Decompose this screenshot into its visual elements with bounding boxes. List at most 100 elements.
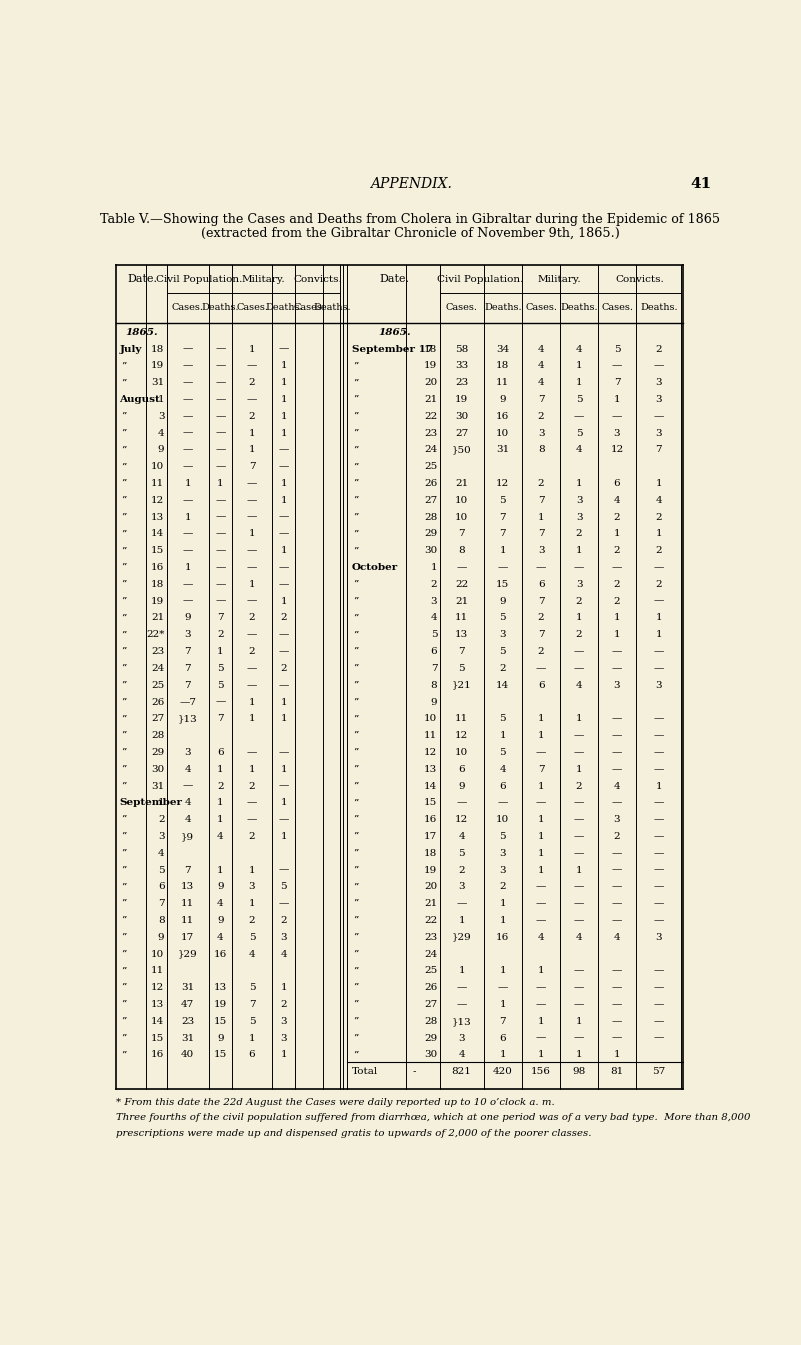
Text: Table V.—Showing the Cases and Deaths from Cholera in Gibraltar during the Epide: Table V.—Showing the Cases and Deaths fr… <box>100 213 721 226</box>
Text: ”: ” <box>121 1050 127 1060</box>
Text: —: — <box>215 429 225 437</box>
Text: —: — <box>247 512 257 522</box>
Text: 5: 5 <box>500 714 506 724</box>
Text: 2: 2 <box>280 664 287 672</box>
Text: 27: 27 <box>151 714 164 724</box>
Text: 1: 1 <box>614 395 620 403</box>
Text: —: — <box>247 681 257 690</box>
Text: ”: ” <box>121 781 127 791</box>
Text: 58: 58 <box>455 344 469 354</box>
Text: —: — <box>215 362 225 370</box>
Text: ”: ” <box>121 429 127 437</box>
Text: —: — <box>215 445 225 455</box>
Text: —: — <box>654 866 664 874</box>
Text: —: — <box>183 362 193 370</box>
Text: 5: 5 <box>280 882 287 892</box>
Text: 5: 5 <box>458 664 465 672</box>
Text: 1: 1 <box>217 765 223 773</box>
Text: 1: 1 <box>500 546 506 555</box>
Text: 31: 31 <box>151 378 164 387</box>
Text: —: — <box>183 496 193 504</box>
Text: —: — <box>654 748 664 757</box>
Text: —: — <box>247 395 257 403</box>
Text: —: — <box>612 1017 622 1026</box>
Text: Cases.: Cases. <box>293 303 325 312</box>
Text: 20: 20 <box>424 378 437 387</box>
Text: —: — <box>183 378 193 387</box>
Text: ”: ” <box>353 833 359 841</box>
Text: ”: ” <box>353 597 359 605</box>
Text: 5: 5 <box>500 496 506 504</box>
Text: 5: 5 <box>458 849 465 858</box>
Text: ”: ” <box>353 916 359 925</box>
Text: 1: 1 <box>655 530 662 538</box>
Text: —: — <box>654 362 664 370</box>
Text: 3: 3 <box>614 429 620 437</box>
Text: 4: 4 <box>614 932 620 941</box>
Text: —: — <box>279 463 289 471</box>
Text: —: — <box>183 597 193 605</box>
Text: 2: 2 <box>655 344 662 354</box>
Text: 33: 33 <box>455 362 469 370</box>
Text: 1: 1 <box>280 479 287 488</box>
Text: 16: 16 <box>424 815 437 824</box>
Text: —: — <box>215 344 225 354</box>
Text: 3: 3 <box>655 395 662 403</box>
Text: 5: 5 <box>576 395 582 403</box>
Text: 1: 1 <box>280 429 287 437</box>
Text: 2: 2 <box>280 999 287 1009</box>
Text: 1: 1 <box>537 732 545 740</box>
Text: ”: ” <box>353 647 359 656</box>
Text: ”: ” <box>121 580 127 589</box>
Text: 22*: 22* <box>146 631 164 639</box>
Text: 4: 4 <box>500 765 506 773</box>
Text: 5: 5 <box>500 748 506 757</box>
Text: 31: 31 <box>496 445 509 455</box>
Text: 2: 2 <box>280 613 287 623</box>
Text: —: — <box>536 564 546 572</box>
Text: 2: 2 <box>249 916 256 925</box>
Text: 2: 2 <box>537 412 545 421</box>
Text: 3: 3 <box>655 429 662 437</box>
Text: 1865.: 1865. <box>126 328 159 336</box>
Text: ”: ” <box>121 748 127 757</box>
Text: ”: ” <box>121 1017 127 1026</box>
Text: —: — <box>215 463 225 471</box>
Text: 28: 28 <box>151 732 164 740</box>
Text: —: — <box>183 580 193 589</box>
Text: 4: 4 <box>576 445 582 455</box>
Text: 24: 24 <box>424 950 437 959</box>
Text: 21: 21 <box>424 395 437 403</box>
Text: —: — <box>574 966 584 975</box>
Text: 1: 1 <box>280 698 287 706</box>
Text: 8: 8 <box>431 681 437 690</box>
Text: 1: 1 <box>500 1050 506 1060</box>
Text: 29: 29 <box>151 748 164 757</box>
Text: 6: 6 <box>500 781 506 791</box>
Text: 15: 15 <box>151 1033 164 1042</box>
Text: 7: 7 <box>217 613 223 623</box>
Text: ”: ” <box>353 698 359 706</box>
Text: 19: 19 <box>214 999 227 1009</box>
Text: ”: ” <box>353 748 359 757</box>
Text: 1: 1 <box>249 900 256 908</box>
Text: 10: 10 <box>455 496 469 504</box>
Text: —: — <box>247 664 257 672</box>
Text: 420: 420 <box>493 1067 513 1076</box>
Text: Civil Population.: Civil Population. <box>437 274 524 284</box>
Text: 4: 4 <box>158 429 164 437</box>
Text: 4: 4 <box>431 613 437 623</box>
Text: —: — <box>654 732 664 740</box>
Text: 5: 5 <box>614 344 620 354</box>
Text: —: — <box>183 546 193 555</box>
Text: 4: 4 <box>537 344 545 354</box>
Text: 1: 1 <box>217 815 223 824</box>
Text: 4: 4 <box>458 1050 465 1060</box>
Text: —: — <box>247 597 257 605</box>
Text: 11: 11 <box>424 732 437 740</box>
Text: 7: 7 <box>249 463 256 471</box>
Text: 1: 1 <box>249 344 256 354</box>
Text: 1: 1 <box>217 479 223 488</box>
Text: ”: ” <box>121 631 127 639</box>
Text: —: — <box>612 882 622 892</box>
